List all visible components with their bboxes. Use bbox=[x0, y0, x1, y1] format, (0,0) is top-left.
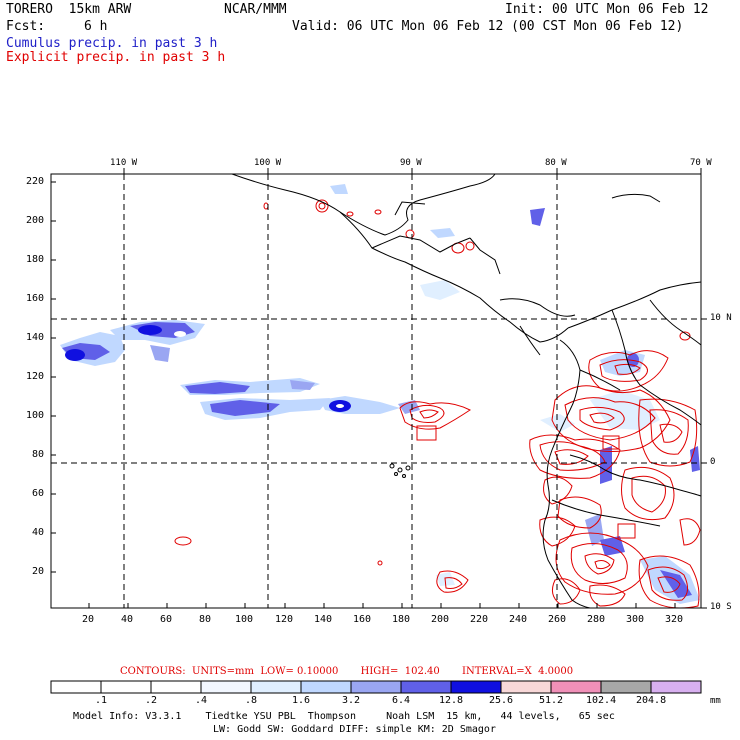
colorbar-label: .1 bbox=[95, 695, 108, 706]
model-title: TORERO 15km ARW bbox=[6, 2, 132, 17]
colorbar-label: 25.6 bbox=[489, 695, 514, 706]
model-info-line-2: LW: Godd SW: Goddard DIFF: simple KM: 2D… bbox=[213, 724, 496, 735]
y-tick-label: 200 bbox=[26, 215, 45, 226]
x-tick-label: 60 bbox=[160, 614, 173, 625]
y-tick-label: 20 bbox=[32, 566, 45, 577]
lat-lon-grid bbox=[51, 174, 701, 608]
colorbar-label: .4 bbox=[195, 695, 208, 706]
contour-info: CONTOURS: UNITS=mm LOW= 0.10000 HIGH= 10… bbox=[120, 666, 574, 677]
colorbar-label: 12.8 bbox=[439, 695, 464, 706]
lat-label: 10 N bbox=[710, 313, 732, 323]
forecast-label: Fcst: bbox=[6, 19, 46, 34]
axis-ticks bbox=[51, 168, 707, 609]
colorbar-unit: mm bbox=[710, 696, 721, 706]
colorbar-label: 102.4 bbox=[586, 695, 617, 706]
x-tick-label: 260 bbox=[548, 614, 567, 625]
explicit-precip-contours bbox=[174, 199, 701, 608]
lon-label: 80 W bbox=[545, 158, 567, 168]
x-tick-label: 200 bbox=[431, 614, 450, 625]
init-time: Init: 00 UTC Mon 06 Feb 12 bbox=[505, 2, 709, 17]
x-tick-label: 240 bbox=[509, 614, 528, 625]
forecast-hour: 6 h bbox=[84, 19, 108, 34]
x-tick-label: 120 bbox=[275, 614, 294, 625]
colorbar-label: 6.4 bbox=[392, 695, 411, 706]
x-tick-label: 40 bbox=[121, 614, 134, 625]
model-info-line-1: Model Info: V3.3.1 Tiedtke YSU PBL Thomp… bbox=[73, 711, 615, 722]
lon-label: 110 W bbox=[110, 158, 138, 168]
cumulus-precip-areas bbox=[60, 184, 700, 604]
x-tick-label: 300 bbox=[626, 614, 645, 625]
y-tick-label: 120 bbox=[26, 371, 45, 382]
map-frame bbox=[50, 173, 702, 609]
y-tick-label: 160 bbox=[26, 293, 45, 304]
y-tick-label: 40 bbox=[32, 527, 45, 538]
y-tick-label: 180 bbox=[26, 254, 45, 265]
colorbar-label: 1.6 bbox=[292, 695, 311, 706]
y-tick-label: 140 bbox=[26, 332, 45, 343]
y-tick-label: 80 bbox=[32, 449, 45, 460]
x-tick-label: 180 bbox=[392, 614, 411, 625]
y-tick-label: 220 bbox=[26, 176, 45, 187]
colorbar-label: .8 bbox=[245, 695, 258, 706]
legend-explicit-line: Explicit precip. in past 3 h bbox=[6, 50, 226, 65]
lon-label: 70 W bbox=[690, 158, 712, 168]
valid-time: Valid: 06 UTC Mon 06 Feb 12 (00 CST Mon … bbox=[292, 19, 684, 34]
colorbar-label: 3.2 bbox=[342, 695, 361, 706]
x-tick-label: 20 bbox=[82, 614, 95, 625]
y-tick-label: 60 bbox=[32, 488, 45, 499]
coastline bbox=[231, 174, 701, 608]
x-tick-label: 100 bbox=[235, 614, 254, 625]
lat-label: 10 S bbox=[710, 602, 732, 612]
lat-label: 0 bbox=[710, 457, 716, 467]
colorbar-label: 204.8 bbox=[636, 695, 667, 706]
x-tick-label: 140 bbox=[314, 614, 333, 625]
x-tick-label: 280 bbox=[587, 614, 606, 625]
y-tick-label: 100 bbox=[26, 410, 45, 421]
colorbar-label: 51.2 bbox=[539, 695, 564, 706]
legend-cumulus-line: Cumulus precip. in past 3 h bbox=[6, 36, 218, 51]
lon-label: 90 W bbox=[400, 158, 422, 168]
x-tick-label: 220 bbox=[470, 614, 489, 625]
lon-label: 100 W bbox=[254, 158, 282, 168]
x-tick-label: 80 bbox=[199, 614, 212, 625]
x-tick-label: 320 bbox=[665, 614, 684, 625]
colorbar-label: .2 bbox=[145, 695, 158, 706]
organization-label: NCAR/MMM bbox=[224, 2, 287, 17]
x-tick-label: 160 bbox=[353, 614, 372, 625]
